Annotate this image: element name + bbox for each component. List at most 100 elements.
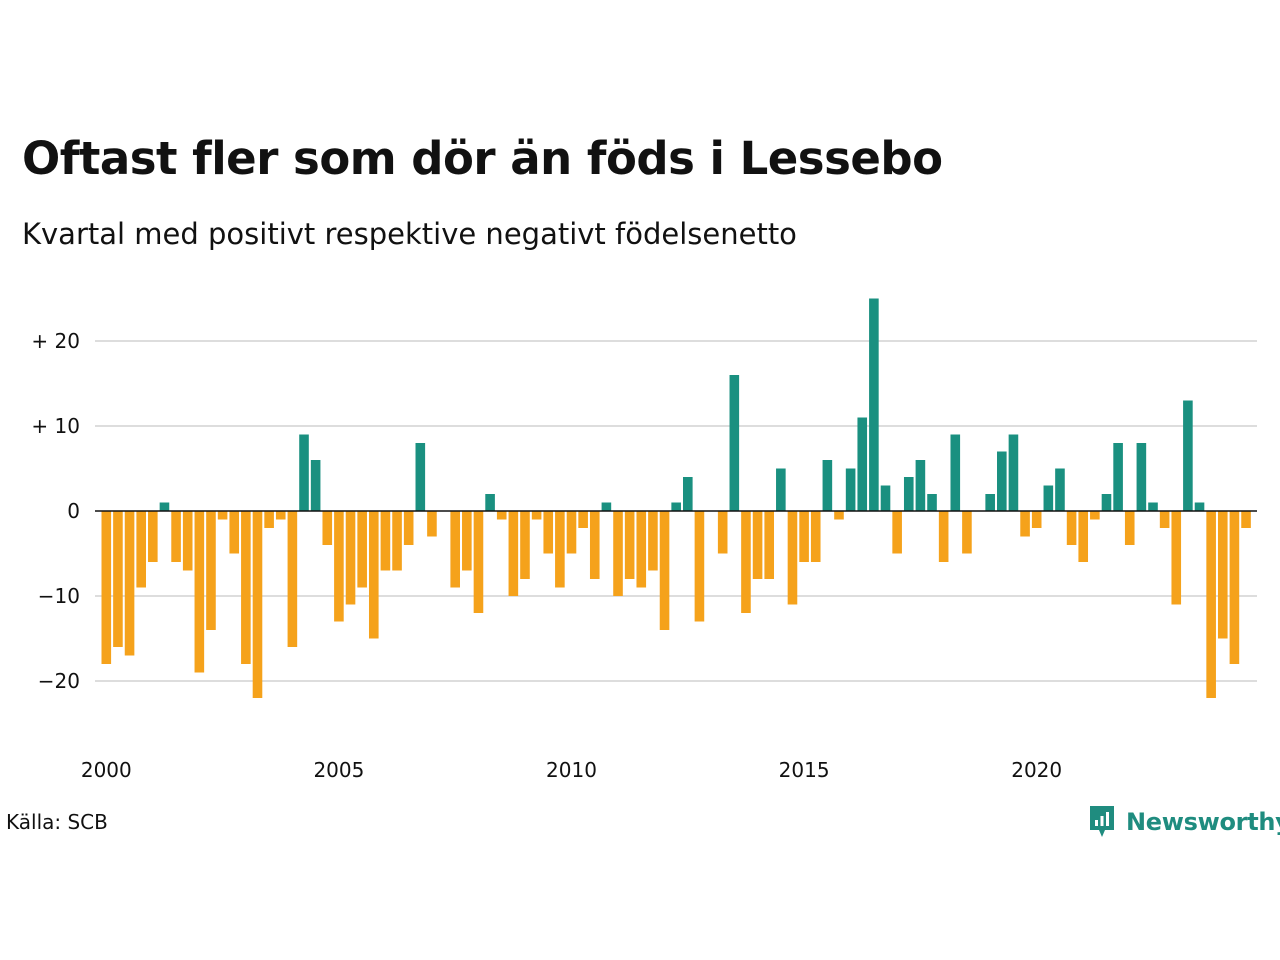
bar-negative	[613, 511, 623, 596]
bar-negative	[566, 511, 577, 554]
x-tick-label: 2010	[546, 758, 597, 782]
bar-negative	[834, 511, 844, 520]
bar-negative	[764, 511, 775, 579]
bar-negative	[368, 511, 379, 639]
bar-positive	[985, 494, 995, 511]
bar-negative	[450, 511, 460, 588]
bar-negative	[578, 511, 588, 528]
bar-negative	[659, 511, 670, 630]
newsworthy-logo: Newsworthy	[1088, 804, 1280, 840]
bar-negative	[182, 511, 193, 571]
bar-positive	[310, 460, 321, 511]
bar-negative	[938, 511, 949, 562]
bar-negative	[589, 511, 600, 579]
bar-positive	[683, 477, 693, 511]
bar-positive	[1113, 443, 1123, 511]
bar-negative	[787, 511, 798, 605]
bar-positive	[950, 434, 961, 511]
bar-negative	[229, 511, 240, 554]
y-tick-label: −20	[38, 669, 80, 693]
y-tick-label: + 10	[31, 414, 80, 438]
bar-negative	[101, 511, 112, 664]
bar-negative	[1171, 511, 1182, 605]
bar-negative	[473, 511, 484, 613]
bar-negative	[1124, 511, 1135, 545]
bar-negative	[636, 511, 647, 588]
bar-negative	[531, 511, 542, 520]
bar-negative	[217, 511, 228, 520]
bar-positive	[601, 502, 612, 511]
bar-negative	[124, 511, 135, 656]
newsworthy-logo-icon	[1090, 806, 1114, 837]
bar-negative	[752, 511, 763, 579]
bar-negative	[287, 511, 298, 647]
bar-negative	[496, 511, 507, 520]
bar-positive	[1183, 400, 1193, 511]
bar-negative	[403, 511, 414, 545]
bar-negative	[1078, 511, 1089, 562]
bar-negative	[427, 511, 437, 537]
bar-positive	[159, 502, 170, 511]
bar-positive	[927, 494, 937, 511]
logo-text: Newsworthy	[1126, 808, 1280, 836]
bar-positive	[880, 485, 891, 511]
bar-positive	[1008, 434, 1019, 511]
bar-negative	[322, 511, 333, 545]
bar-positive	[485, 494, 495, 511]
bar-positive	[1101, 494, 1112, 511]
source-note: Källa: SCB	[6, 810, 108, 834]
x-tick-label: 2005	[313, 758, 364, 782]
y-tick-label: 0	[67, 499, 80, 523]
y-tick-label: + 20	[31, 329, 80, 353]
bar-negative	[1159, 511, 1170, 528]
x-tick-label: 2000	[81, 758, 132, 782]
bar-negative	[508, 511, 519, 596]
bar-negative	[1206, 511, 1216, 698]
bar-positive	[729, 375, 740, 511]
bar-negative	[357, 511, 367, 588]
bar-negative	[392, 511, 402, 571]
bar-negative	[543, 511, 554, 554]
bar-negative	[334, 511, 344, 622]
bar-negative	[799, 511, 809, 562]
bar-negative	[555, 511, 565, 588]
bar-negative	[380, 511, 391, 571]
bar-positive	[1055, 468, 1065, 511]
bar-negative	[1020, 511, 1030, 537]
bar-negative	[520, 511, 530, 579]
bar-negative	[1241, 511, 1251, 528]
bar-negative	[171, 511, 181, 562]
bar-negative	[1229, 511, 1240, 664]
chart-title: Oftast fler som dör än föds i Lessebo	[22, 132, 943, 185]
bar-negative	[345, 511, 356, 605]
bar-negative	[892, 511, 902, 554]
bar-negative	[194, 511, 205, 673]
bar-positive	[1148, 502, 1158, 511]
bar-positive	[869, 298, 879, 511]
bar-negative	[462, 511, 472, 571]
bar-positive	[997, 451, 1007, 511]
y-tick-label: −10	[38, 584, 80, 608]
x-tick-label: 2020	[1011, 758, 1062, 782]
bar-positive	[1043, 485, 1054, 511]
bar-negative	[810, 511, 821, 562]
x-tick-label: 2015	[779, 758, 830, 782]
bar-negative	[113, 511, 123, 647]
bar-negative	[1031, 511, 1042, 528]
bar-positive	[299, 434, 309, 511]
chart-subtitle: Kvartal med positivt respektive negativt…	[22, 217, 797, 251]
bar-negative	[624, 511, 635, 579]
bar-negative	[148, 511, 158, 562]
bar-negative	[275, 511, 286, 520]
bar-positive	[857, 417, 868, 511]
bar-negative	[252, 511, 263, 698]
bar-positive	[1194, 502, 1205, 511]
bar-negative	[136, 511, 146, 588]
bar-negative	[717, 511, 728, 554]
bar-positive	[671, 502, 681, 511]
bar-negative	[1217, 511, 1228, 639]
bar-chart: + 20 + 10 0 −10 −20 2000 2005 2010 2015 2020	[31, 298, 1257, 782]
bar-positive	[903, 477, 914, 511]
bar-positive	[822, 460, 833, 511]
bar-positive	[845, 468, 856, 511]
